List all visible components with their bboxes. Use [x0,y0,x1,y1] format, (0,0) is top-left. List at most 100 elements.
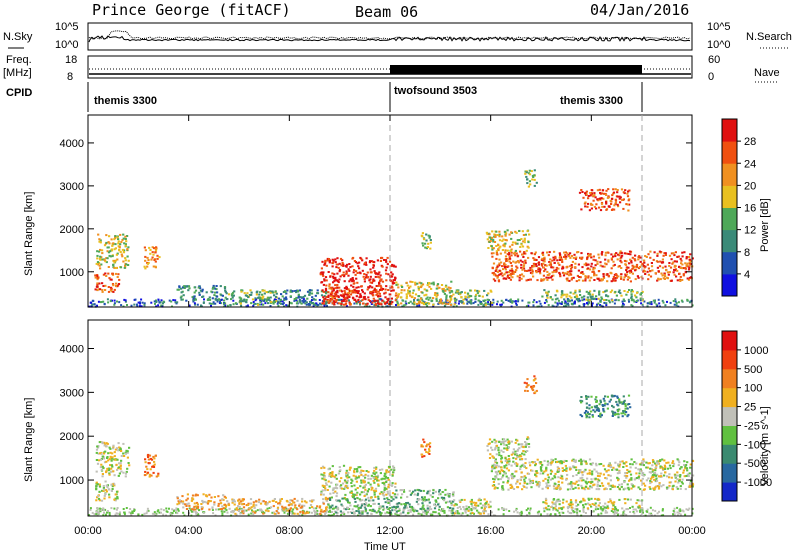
scatter-cell [337,302,340,305]
scatter-cell [395,507,398,510]
scatter-cell [122,442,125,445]
scatter-cell [469,512,472,515]
scatter-cell [324,289,328,292]
scatter-cell [330,291,333,294]
scatter-cell [384,269,388,272]
scatter-cell [310,500,314,503]
scatter-cell [98,490,101,493]
scatter-cell [497,249,500,252]
scatter-cell [301,299,304,302]
scatter-cell [144,267,147,270]
scatter-cell [366,276,369,278]
scatter-cell [628,269,631,272]
scatter-cell [297,296,300,299]
scatter-cell [643,266,646,269]
scatter-cell [520,243,523,246]
scatter-cell [573,460,576,463]
scatter-cell [528,511,531,514]
scatter-cell [627,488,631,491]
scatter-cell [623,513,626,516]
scatter-cell [574,266,577,269]
scatter-cell [584,277,587,280]
scatter-cell [113,248,116,251]
scatter-cell [323,295,326,298]
scatter-cell [635,265,638,268]
scatter-cell [667,486,670,489]
scatter-cell [454,512,457,515]
scatter-cell [324,291,327,293]
scatter-cell [522,264,526,267]
scatter-cell [258,498,261,501]
scatter-cell [597,302,600,305]
scatter-cell [508,252,511,255]
scatter-cell [647,273,650,276]
scatter-cell [530,486,533,489]
scatter-cell [649,479,652,482]
scatter-cell [649,482,652,485]
scatter-cell [338,466,341,469]
scatter-cell [523,478,526,481]
scatter-cell [514,254,517,257]
scatter-cell [479,499,482,502]
nave-tick-bottom: 0 [708,71,714,83]
scatter-cell [643,270,646,273]
scatter-cell [402,489,405,491]
scatter-cell [546,292,549,295]
scatter-cell [590,297,593,300]
scatter-cell [440,496,443,499]
scatter-cell [345,270,348,273]
scatter-cell [394,482,397,485]
scatter-cell [445,294,448,297]
scatter-cell [224,296,227,299]
scatter-cell [105,234,108,237]
scatter-cell [649,256,652,259]
scatter-cell [487,247,490,249]
scatter-cell [647,253,650,256]
scatter-cell [382,493,385,496]
scatter-cell [333,475,336,478]
scatter-cell [103,244,107,247]
scatter-cell [594,264,597,267]
scatter-cell [498,230,501,233]
scatter-cell [426,507,429,510]
scatter-cell [96,496,99,499]
scatter-cell [600,197,603,200]
scatter-cell [197,513,200,516]
scatter-cell [593,267,596,270]
scatter-cell [523,482,526,485]
scatter-cell [340,503,343,506]
scatter-cell [238,501,241,504]
scatter-cell [396,302,399,305]
scatter-cell [419,489,423,492]
colorbar-tick-label: 20 [744,180,756,192]
scatter-cell [397,286,400,289]
scatter-cell [365,502,368,505]
scatter-cell [553,250,556,253]
scatter-cell [353,471,356,474]
scatter-cell [661,508,664,511]
scatter-cell [634,259,637,262]
scatter-cell [642,464,645,467]
scatter-cell [576,274,579,277]
scatter-cell [154,251,157,254]
scatter-cell [374,496,377,498]
scatter-cell [418,300,422,303]
scatter-cell [425,511,428,514]
scatter-cell [154,454,157,457]
scatter-cell [608,301,611,304]
scatter-cell [149,249,152,251]
scatter-cell [261,298,264,301]
colorbar-tick-label: 12 [744,225,756,237]
scatter-cell [508,260,511,263]
scatter-cell [292,512,295,515]
scatter-cell [299,510,302,513]
scatter-cell [456,290,459,293]
scatter-cell [444,302,447,305]
scatter-cell [496,253,499,256]
scatter-cell [509,299,512,302]
scatter-cell [672,300,675,302]
scatter-cell [374,299,377,302]
scatter-cell [492,240,495,243]
scatter-cell [320,303,323,306]
scatter-cell [313,303,316,306]
